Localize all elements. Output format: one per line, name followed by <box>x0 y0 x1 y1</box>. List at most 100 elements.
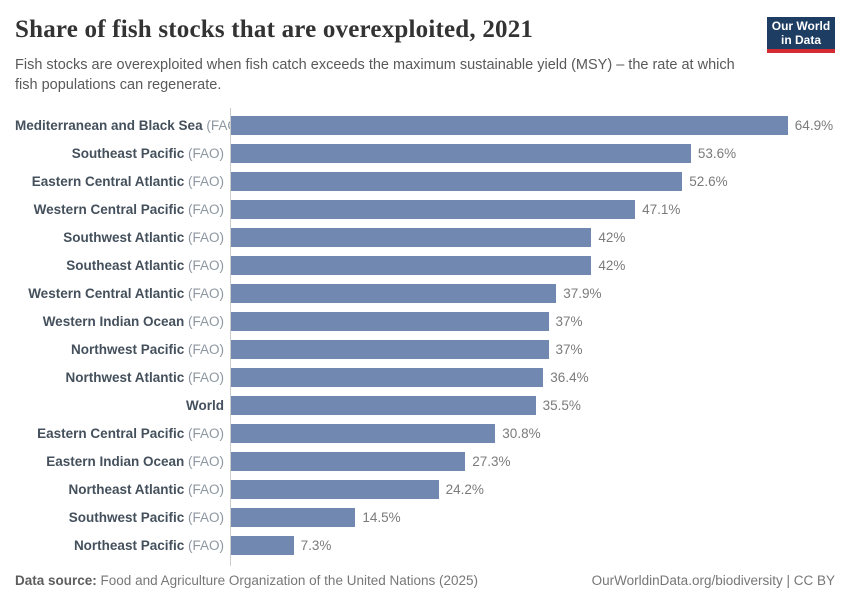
bar-row: Western Indian Ocean (FAO) 37% <box>15 307 835 335</box>
region-name: Northwest Atlantic <box>65 369 185 385</box>
owid-logo[interactable]: Our World in Data <box>767 17 835 53</box>
region-suffix: (FAO) <box>188 145 224 161</box>
bar-cell: 27.3% <box>230 451 835 471</box>
region-name: Western Central Pacific <box>33 201 185 217</box>
region-suffix: (FAO) <box>188 313 224 329</box>
page-title: Share of fish stocks that are overexploi… <box>15 16 534 43</box>
header-text: Share of fish stocks that are overexploi… <box>15 14 767 95</box>
bar-row: Northwest Pacific (FAO) 37% <box>15 335 835 363</box>
bar-row: Southwest Atlantic (FAO) 42% <box>15 223 835 251</box>
category-label: Southeast Pacific (FAO) <box>15 146 230 161</box>
bar[interactable] <box>231 199 636 219</box>
bar[interactable] <box>231 535 294 555</box>
bar[interactable] <box>231 423 496 443</box>
bar[interactable] <box>231 143 691 163</box>
region-name: Northeast Atlantic <box>68 481 185 497</box>
value-label: 47.1% <box>642 201 681 217</box>
bar-cell: 64.9% <box>230 115 835 135</box>
bar-row: Eastern Central Pacific (FAO) 30.8% <box>15 419 835 447</box>
region-suffix: (FAO) <box>188 257 224 273</box>
value-label: 42% <box>598 257 626 273</box>
bar[interactable] <box>231 115 788 135</box>
region-suffix: (FAO) <box>188 173 224 189</box>
owid-logo-line1: Our World <box>771 18 831 33</box>
region-suffix: (FAO) <box>188 481 224 497</box>
bar-cell: 36.4% <box>230 367 835 387</box>
bar-cell: 24.2% <box>230 479 835 499</box>
region-name: Eastern Central Pacific <box>37 425 185 441</box>
bar[interactable] <box>231 311 549 331</box>
value-label: 24.2% <box>445 481 484 497</box>
bar[interactable] <box>231 507 356 527</box>
region-suffix: (FAO) <box>206 117 230 133</box>
bar-cell: 42% <box>230 227 835 247</box>
bar[interactable] <box>231 255 592 275</box>
bar-row: Northwest Atlantic (FAO) 36.4% <box>15 363 835 391</box>
value-label: 36.4% <box>550 369 589 385</box>
bar[interactable] <box>231 283 557 303</box>
region-suffix: (FAO) <box>188 425 224 441</box>
value-label: 27.3% <box>472 453 511 469</box>
category-label: Eastern Central Pacific (FAO) <box>15 426 230 441</box>
rights-link[interactable]: OurWorldinData.org/biodiversity | CC BY <box>591 573 835 588</box>
bar-row: Eastern Indian Ocean (FAO) 27.3% <box>15 447 835 475</box>
bar-row: Northeast Pacific (FAO) 7.3% <box>15 531 835 559</box>
category-label: Western Central Pacific (FAO) <box>15 202 230 217</box>
region-suffix: (FAO) <box>188 453 224 469</box>
bar[interactable] <box>231 339 549 359</box>
data-source: Data source: Food and Agriculture Organi… <box>15 573 478 588</box>
region-suffix: (FAO) <box>188 285 224 301</box>
bar[interactable] <box>231 227 592 247</box>
region-name: Eastern Indian Ocean <box>46 453 185 469</box>
bar[interactable] <box>231 479 439 499</box>
region-suffix: (FAO) <box>188 537 224 553</box>
value-label: 37% <box>555 341 583 357</box>
region-name: Western Indian Ocean <box>42 313 185 329</box>
bar-cell: 37.9% <box>230 283 835 303</box>
bar[interactable] <box>231 451 466 471</box>
bar[interactable] <box>231 171 683 191</box>
chart-footer: Data source: Food and Agriculture Organi… <box>15 573 835 588</box>
region-name: World <box>186 397 224 413</box>
bar-cell: 7.3% <box>230 535 835 555</box>
bar-cell: 53.6% <box>230 143 835 163</box>
category-label: Western Central Atlantic (FAO) <box>15 286 230 301</box>
data-source-label: Data source: <box>15 573 97 588</box>
bar-row: Southwest Pacific (FAO) 14.5% <box>15 503 835 531</box>
category-label: Mediterranean and Black Sea (FAO) <box>15 118 230 133</box>
bar-row: Southeast Atlantic (FAO) 42% <box>15 251 835 279</box>
category-label: World <box>15 398 230 413</box>
value-label: 52.6% <box>689 173 728 189</box>
region-name: Southwest Pacific <box>68 509 185 525</box>
bar-row: Western Central Atlantic (FAO) 37.9% <box>15 279 835 307</box>
category-label: Eastern Indian Ocean (FAO) <box>15 454 230 469</box>
bar-row: World 35.5% <box>15 391 835 419</box>
category-label: Southeast Atlantic (FAO) <box>15 258 230 273</box>
owid-logo-line2: in Data <box>780 33 821 47</box>
category-label: Southwest Pacific (FAO) <box>15 510 230 525</box>
value-label: 64.9% <box>794 117 834 133</box>
bar-cell: 14.5% <box>230 507 835 527</box>
bar-row: Northeast Atlantic (FAO) 24.2% <box>15 475 835 503</box>
bar-cell: 37% <box>230 339 835 359</box>
region-suffix: (FAO) <box>188 509 224 525</box>
bar-row: Eastern Central Atlantic (FAO) 52.6% <box>15 167 835 195</box>
chart-subtitle: Fish stocks are overexploited when fish … <box>15 57 735 93</box>
value-label: 37% <box>555 313 583 329</box>
category-label: Northwest Pacific (FAO) <box>15 342 230 357</box>
value-label: 14.5% <box>362 509 401 525</box>
bar-row: Mediterranean and Black Sea (FAO) 64.9% <box>15 111 835 139</box>
bar[interactable] <box>231 367 544 387</box>
region-name: Southwest Atlantic <box>63 229 185 245</box>
bar-cell: 42% <box>230 255 835 275</box>
bar[interactable] <box>231 395 536 415</box>
region-suffix: (FAO) <box>188 341 224 357</box>
bar-cell: 30.8% <box>230 423 835 443</box>
value-label: 53.6% <box>697 145 737 161</box>
value-label: 37.9% <box>563 285 602 301</box>
data-source-text: Food and Agriculture Organization of the… <box>100 573 479 588</box>
category-label: Northwest Atlantic (FAO) <box>15 370 230 385</box>
chart-header: Share of fish stocks that are overexploi… <box>15 14 835 95</box>
value-label: 35.5% <box>542 397 581 413</box>
